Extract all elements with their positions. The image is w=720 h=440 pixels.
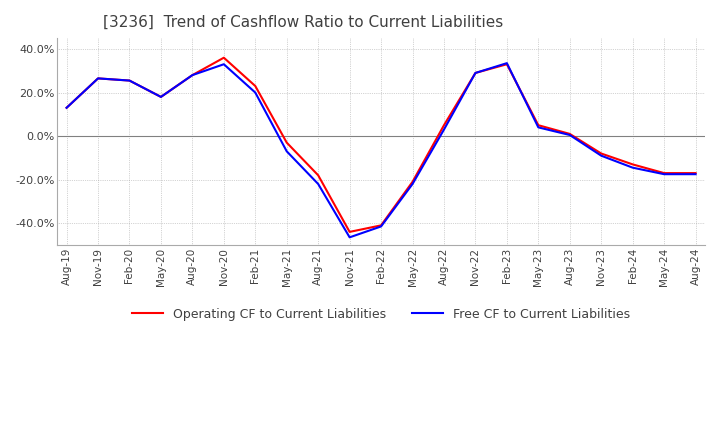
Operating CF to Current Liabilities	[188, 73, 197, 78]
Operating CF to Current Liabilities	[565, 131, 574, 136]
Operating CF to Current Liabilities	[408, 179, 417, 184]
Operating CF to Current Liabilities	[220, 55, 228, 60]
Free CF to Current Liabilities	[94, 76, 102, 81]
Free CF to Current Liabilities	[220, 62, 228, 67]
Free CF to Current Liabilities	[691, 172, 700, 177]
Free CF to Current Liabilities	[125, 78, 134, 83]
Operating CF to Current Liabilities	[62, 105, 71, 110]
Line: Operating CF to Current Liabilities: Operating CF to Current Liabilities	[66, 58, 696, 232]
Operating CF to Current Liabilities	[251, 83, 260, 88]
Operating CF to Current Liabilities	[503, 62, 511, 67]
Operating CF to Current Liabilities	[471, 70, 480, 76]
Operating CF to Current Liabilities	[660, 170, 668, 176]
Operating CF to Current Liabilities	[597, 151, 606, 156]
Free CF to Current Liabilities	[188, 73, 197, 78]
Free CF to Current Liabilities	[534, 125, 543, 130]
Free CF to Current Liabilities	[503, 61, 511, 66]
Legend: Operating CF to Current Liabilities, Free CF to Current Liabilities: Operating CF to Current Liabilities, Fre…	[127, 303, 635, 326]
Free CF to Current Liabilities	[62, 105, 71, 110]
Operating CF to Current Liabilities	[629, 162, 637, 167]
Free CF to Current Liabilities	[471, 70, 480, 76]
Free CF to Current Liabilities	[377, 224, 385, 229]
Operating CF to Current Liabilities	[440, 123, 449, 128]
Free CF to Current Liabilities	[629, 165, 637, 170]
Free CF to Current Liabilities	[251, 90, 260, 95]
Operating CF to Current Liabilities	[314, 172, 323, 178]
Operating CF to Current Liabilities	[282, 140, 291, 145]
Operating CF to Current Liabilities	[157, 94, 166, 99]
Free CF to Current Liabilities	[440, 127, 449, 132]
Operating CF to Current Liabilities	[691, 170, 700, 176]
Operating CF to Current Liabilities	[346, 229, 354, 235]
Free CF to Current Liabilities	[282, 149, 291, 154]
Free CF to Current Liabilities	[660, 172, 668, 177]
Line: Free CF to Current Liabilities: Free CF to Current Liabilities	[66, 63, 696, 237]
Operating CF to Current Liabilities	[377, 223, 385, 228]
Free CF to Current Liabilities	[314, 181, 323, 187]
Operating CF to Current Liabilities	[534, 123, 543, 128]
Free CF to Current Liabilities	[565, 132, 574, 138]
Text: [3236]  Trend of Cashflow Ratio to Current Liabilities: [3236] Trend of Cashflow Ratio to Curren…	[102, 15, 503, 30]
Operating CF to Current Liabilities	[125, 78, 134, 83]
Free CF to Current Liabilities	[408, 181, 417, 187]
Free CF to Current Liabilities	[157, 94, 166, 99]
Free CF to Current Liabilities	[597, 153, 606, 158]
Free CF to Current Liabilities	[346, 235, 354, 240]
Operating CF to Current Liabilities	[94, 76, 102, 81]
